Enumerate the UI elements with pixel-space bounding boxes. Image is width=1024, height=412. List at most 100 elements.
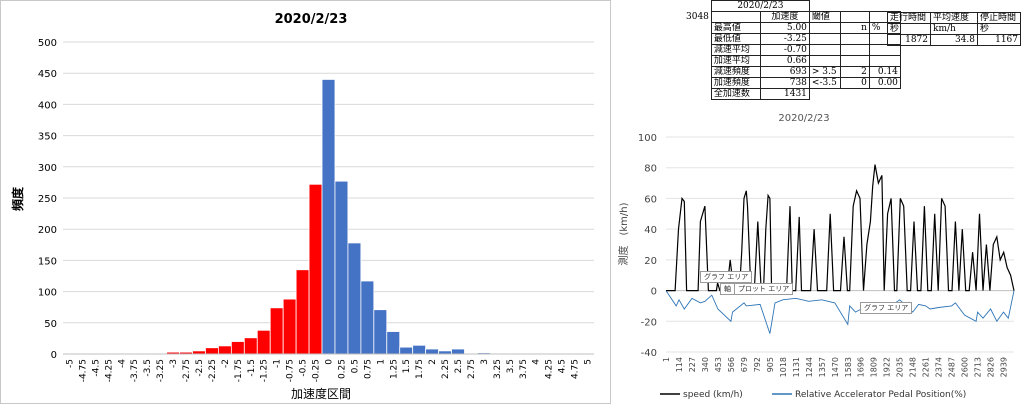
hist-bar[interactable]: [308, 183, 323, 355]
hist-y-tick-label: 50: [44, 319, 57, 330]
hist-x-tick-label: 1.75: [415, 359, 425, 379]
drive-value-stop: 1167: [977, 34, 1021, 46]
hist-y-tick-label: 300: [38, 163, 57, 174]
hist-bar[interactable]: [360, 280, 375, 355]
hist-x-tick-label: 3.5: [506, 359, 516, 373]
speed-y-tick-label: 80: [644, 164, 657, 175]
drive-header-stop: 停止時間: [977, 12, 1021, 24]
speed-x-tick-label: 2487: [948, 357, 957, 377]
speed-x-tick-label: 453: [714, 357, 723, 372]
acceleration-stats-table: 2020/2/23 3048 加速度 閾値 最高値 5.00 n % 最低値 -…: [684, 0, 913, 100]
hist-x-tick-label: 4.25: [545, 359, 555, 379]
hist-x-tick-label: 3.25: [493, 359, 503, 379]
speed-x-tick-label: 2826: [987, 357, 996, 377]
hist-x-tick-label: -2.75: [182, 359, 192, 382]
hist-x-tick-label: -3: [169, 359, 179, 368]
hist-y-tick-label: 450: [38, 69, 57, 80]
hist-x-tick-label: -2: [221, 359, 231, 368]
hist-bar[interactable]: [321, 79, 336, 355]
speed-x-tick-label: 2035: [896, 357, 905, 377]
speed-x-tick-label: 1131: [792, 357, 801, 377]
speed-x-tick-label: 2600: [961, 357, 970, 377]
hist-y-tick-label: 400: [38, 100, 57, 111]
stats-label-max: 最高値: [710, 22, 761, 34]
hist-bar[interactable]: [412, 344, 427, 355]
hist-x-tick-label: 4.5: [558, 359, 568, 373]
speed-y-tick-label: -20: [641, 317, 657, 328]
stats-value-decel-avg: -0.70: [759, 44, 810, 56]
stats-n-decel: 2: [839, 66, 870, 78]
hist-bar[interactable]: [205, 347, 219, 355]
legend-speed-label: speed (km/h): [683, 390, 743, 400]
hist-bar[interactable]: [373, 309, 388, 355]
hist-x-tick-label: -3.25: [156, 359, 166, 382]
drive-value-time: 1872: [887, 34, 931, 46]
stats-value-decel-freq: 693: [759, 66, 810, 78]
hist-x-tick-label: 1: [376, 359, 386, 365]
hist-bar[interactable]: [256, 329, 271, 355]
speed-x-tick-label: 1018: [779, 357, 788, 377]
speed-x-tick-label: 114: [675, 357, 684, 372]
stats-n-label: n: [839, 22, 870, 34]
histogram-chart-area[interactable]: 0 50 100 150 200 250 300 350 400 450 500 -5 -4.75 -4…: [0, 0, 611, 404]
drive-unit-time: 秒: [887, 23, 931, 35]
hist-bar[interactable]: [243, 337, 258, 355]
drive-header-time: 走行時間: [887, 12, 931, 24]
hist-y-tick-label: 150: [38, 256, 57, 267]
stats-value-accel-freq: 738: [759, 77, 810, 89]
stats-label-accel-freq: 加速頻度: [710, 77, 761, 89]
hist-bar[interactable]: [218, 345, 232, 355]
histogram-x-ticks: -5 -4.75 -4.5 -4.25 -4 -3.75 -3.5 -3.25 -3 -2.75-…: [63, 353, 594, 382]
hist-x-tick-label: 0.5: [350, 359, 360, 373]
speed-pedal-chart[interactable]: -40 -20 0 20 40 60 80 100 1 114 227 340 453 566 679 79…: [614, 104, 1024, 408]
hist-x-tick-label: 1.25: [389, 359, 399, 379]
speed-x-tick-label: 1357: [818, 357, 827, 377]
hist-bar[interactable]: [386, 331, 401, 355]
hist-x-tick-label: -3.5: [143, 359, 153, 377]
speed-chart-legend: speed (km/h) Relative Accelerator Pedal …: [660, 390, 966, 400]
speed-chart-series[interactable]: [665, 164, 1015, 334]
speed-y-tick-label: 20: [644, 256, 657, 267]
speed-x-tick-label: 2374: [935, 357, 944, 377]
hist-bar[interactable]: [269, 307, 284, 355]
hist-bar[interactable]: [425, 348, 439, 355]
stats-row-id: 3048: [686, 12, 709, 22]
stats-label-accel-avg: 加速平均: [710, 55, 761, 67]
pedal-series-line[interactable]: [665, 290, 1015, 334]
hist-x-tick-label: -0.75: [286, 359, 296, 382]
stats-thr-accel: <-3.5: [808, 77, 841, 89]
drive-stats-table: 走行時間 平均速度 停止時間 秒 km/h 秒 1872 34.8 1167: [887, 12, 1021, 46]
hist-bar[interactable]: [295, 269, 310, 355]
speed-chart-area[interactable]: -40 -20 0 20 40 60 80 100 1 114 227 340 453 566 679 79…: [614, 104, 1024, 408]
hist-bar[interactable]: [282, 298, 297, 355]
hist-x-tick-label: -1.25: [260, 359, 270, 382]
stats-pct-accel: 0.00: [868, 77, 901, 89]
drive-unit-speed: km/h: [930, 23, 978, 35]
hist-bar[interactable]: [230, 341, 245, 355]
hist-x-tick-label: 2: [428, 359, 438, 365]
hist-bar[interactable]: [399, 346, 414, 355]
hist-bar[interactable]: [451, 348, 465, 355]
hist-x-tick-label: 0.75: [363, 359, 373, 379]
hist-x-tick-label: 3.75: [519, 359, 529, 379]
tooltip-plot-area: プロット エリア: [734, 283, 794, 295]
tooltip-chart-area-1: グラフ エリア: [700, 271, 753, 283]
hist-x-tick-label: 0.25: [337, 359, 347, 379]
speed-y-tick-label: 40: [644, 225, 657, 236]
hist-x-tick-label: 4: [532, 359, 542, 365]
stats-value-min: -3.25: [759, 33, 810, 45]
stats-header-acceleration: 加速度: [759, 11, 810, 23]
speed-x-tick-label: 905: [766, 357, 775, 372]
drive-value-speed: 34.8: [930, 34, 978, 46]
speed-chart-y-ticks: -40 -20 0 20 40 60 80 100: [638, 133, 657, 359]
hist-bar[interactable]: [347, 242, 362, 355]
histogram-bars[interactable]: [153, 79, 595, 355]
acceleration-stats-sheet: 2020/2/23 3048 加速度 閾値 最高値 5.00 n % 最低値 -…: [614, 0, 1024, 104]
speed-y-tick-label: 100: [638, 133, 657, 144]
hist-y-tick-label: 250: [38, 194, 57, 205]
speed-y-tick-label: 0: [651, 287, 657, 298]
hist-bar[interactable]: [334, 180, 349, 355]
drive-unit-stop: 秒: [977, 23, 1021, 35]
hist-x-tick-label: -2.25: [208, 359, 218, 382]
